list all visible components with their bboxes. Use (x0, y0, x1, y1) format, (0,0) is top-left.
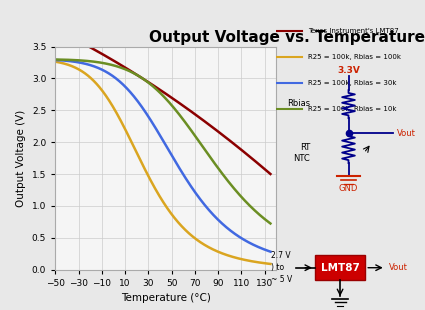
R25 = 100k, Rbias = 30k (196, 196, 201, 199)
Text: LMT87: LMT87 (320, 263, 360, 273)
R25 = 100k, Rbias = 10k (91, 60, 96, 64)
R25 = 100k, Rbias = 30k (268, 250, 273, 254)
FancyBboxPatch shape (315, 255, 365, 280)
R25 = 100k, Rbias = 30k (53, 58, 58, 62)
R25 = 100k, Rbias = 30k (215, 217, 220, 221)
Line: R25 = 100k, Rbias = 10k: R25 = 100k, Rbias = 10k (55, 60, 270, 224)
Texas Instrument's LMT87 (268, 172, 273, 176)
Title: Output Voltage vs. Temperature: Output Voltage vs. Temperature (149, 30, 425, 45)
Texas Instrument's LMT87 (91, 47, 96, 51)
R25 = 100k, Rbias = 100k (179, 225, 184, 228)
R25 = 100k, Rbias = 10k (196, 140, 201, 143)
R25 = 100k, Rbias = 10k (150, 84, 155, 88)
R25 = 100k, Rbias = 100k (150, 182, 155, 186)
R25 = 100k, Rbias = 30k (108, 73, 113, 76)
X-axis label: Temperature (°C): Temperature (°C) (121, 293, 211, 303)
R25 = 100k, Rbias = 30k (150, 121, 155, 125)
Text: ~ 5 V: ~ 5 V (271, 276, 292, 285)
Text: R25 = 100k, Rbias = 100k: R25 = 100k, Rbias = 100k (308, 54, 401, 60)
R25 = 100k, Rbias = 100k (91, 79, 96, 82)
Texas Instrument's LMT87 (150, 83, 155, 87)
Text: Rbias: Rbias (287, 99, 310, 108)
Text: 3.3V: 3.3V (337, 66, 360, 75)
Line: R25 = 100k, Rbias = 30k: R25 = 100k, Rbias = 30k (55, 60, 270, 252)
R25 = 100k, Rbias = 10k (53, 58, 58, 61)
Text: R25 = 100k, Rbias = 10k: R25 = 100k, Rbias = 10k (308, 106, 397, 112)
Line: R25 = 100k, Rbias = 100k: R25 = 100k, Rbias = 100k (55, 62, 270, 264)
Texas Instrument's LMT87 (53, 27, 58, 31)
Texas Instrument's LMT87 (108, 57, 113, 61)
R25 = 100k, Rbias = 30k (91, 64, 96, 68)
Text: Texas Instrument's LMT87: Texas Instrument's LMT87 (308, 28, 399, 34)
Texas Instrument's LMT87 (196, 115, 201, 119)
R25 = 100k, Rbias = 30k (179, 170, 184, 174)
Text: R25 = 100k, Rbias = 30k: R25 = 100k, Rbias = 30k (308, 80, 397, 86)
Text: Vout: Vout (389, 263, 408, 272)
R25 = 100k, Rbias = 100k (196, 239, 201, 243)
Text: Vout: Vout (397, 129, 416, 138)
R25 = 100k, Rbias = 100k (53, 60, 58, 64)
Text: RT
NTC: RT NTC (294, 144, 310, 163)
Texas Instrument's LMT87 (215, 129, 220, 133)
R25 = 100k, Rbias = 10k (215, 165, 220, 169)
Text: ) to: ) to (271, 263, 284, 272)
R25 = 100k, Rbias = 10k (179, 116, 184, 120)
R25 = 100k, Rbias = 10k (108, 63, 113, 66)
Y-axis label: Output Voltage (V): Output Voltage (V) (16, 109, 26, 207)
Line: Texas Instrument's LMT87: Texas Instrument's LMT87 (55, 29, 270, 174)
R25 = 100k, Rbias = 100k (108, 101, 113, 105)
Texas Instrument's LMT87 (179, 103, 184, 107)
R25 = 100k, Rbias = 100k (268, 262, 273, 266)
Text: GND: GND (339, 184, 358, 193)
Text: 2.7 V: 2.7 V (271, 251, 291, 260)
R25 = 100k, Rbias = 10k (268, 222, 273, 225)
R25 = 100k, Rbias = 100k (215, 250, 220, 253)
